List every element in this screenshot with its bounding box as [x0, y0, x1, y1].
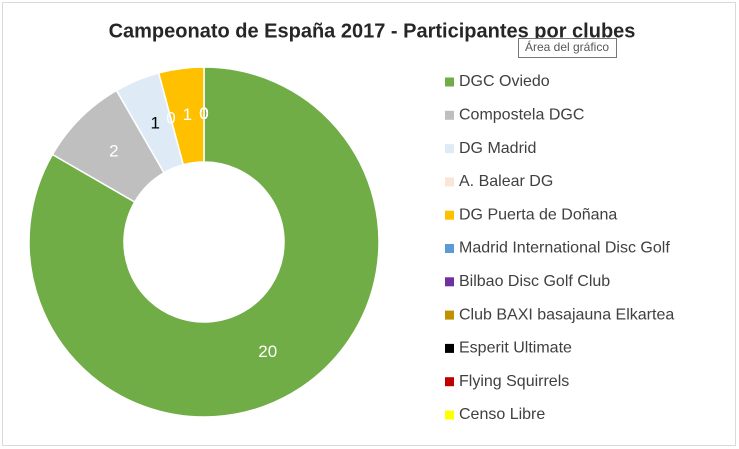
tooltip-box: [518, 38, 617, 58]
legend-marker: [445, 110, 454, 120]
legend-marker: [445, 210, 454, 220]
legend-marker: [445, 177, 454, 187]
data-label: 0: [199, 104, 208, 123]
legend-label: DG Puerta de Doñana: [459, 206, 617, 223]
legend-label: Club BAXI basajauna Elkartea: [459, 306, 674, 323]
legend-marker: [445, 410, 454, 420]
legend-marker: [445, 144, 454, 154]
data-label: 0: [199, 104, 208, 123]
data-label: 1: [150, 114, 159, 133]
legend-label: Compostela DGC: [459, 107, 584, 124]
legend-marker: [445, 277, 454, 287]
legend-label: DGC Oviedo: [459, 73, 550, 90]
data-label: 0: [199, 104, 208, 123]
legend-marker: [445, 343, 454, 353]
legend-marker: [445, 244, 454, 253]
legend-marker: [445, 77, 454, 87]
data-label: 0: [166, 108, 175, 127]
data-label: 2: [109, 141, 118, 160]
legend-label: A. Balear DG: [459, 173, 553, 190]
data-label: 0: [199, 104, 208, 123]
data-label: 20: [258, 342, 277, 361]
legend-marker: [445, 310, 454, 320]
legend-label: Madrid International Disc Golf: [459, 240, 670, 257]
data-label: 1: [183, 105, 192, 124]
legend-marker: [445, 377, 454, 387]
legend-label: Bilbao Disc Golf Club: [459, 273, 610, 290]
data-label: 0: [199, 104, 208, 123]
chart-title: Campeonato de España 2017 - Participante…: [109, 20, 636, 42]
tooltip: Área del gráfico: [518, 38, 617, 58]
legend-label: DG Madrid: [459, 140, 536, 157]
donut-slice: [157, 66, 205, 166]
legend-label: Flying Squirrels: [459, 373, 569, 390]
tooltip-text: Área del gráfico: [525, 39, 609, 54]
legend-label: Esperit Ultimate: [459, 340, 572, 357]
donut-slice: [28, 66, 380, 418]
data-label: 0: [199, 104, 208, 123]
legend-label: Censo Libre: [459, 406, 545, 423]
